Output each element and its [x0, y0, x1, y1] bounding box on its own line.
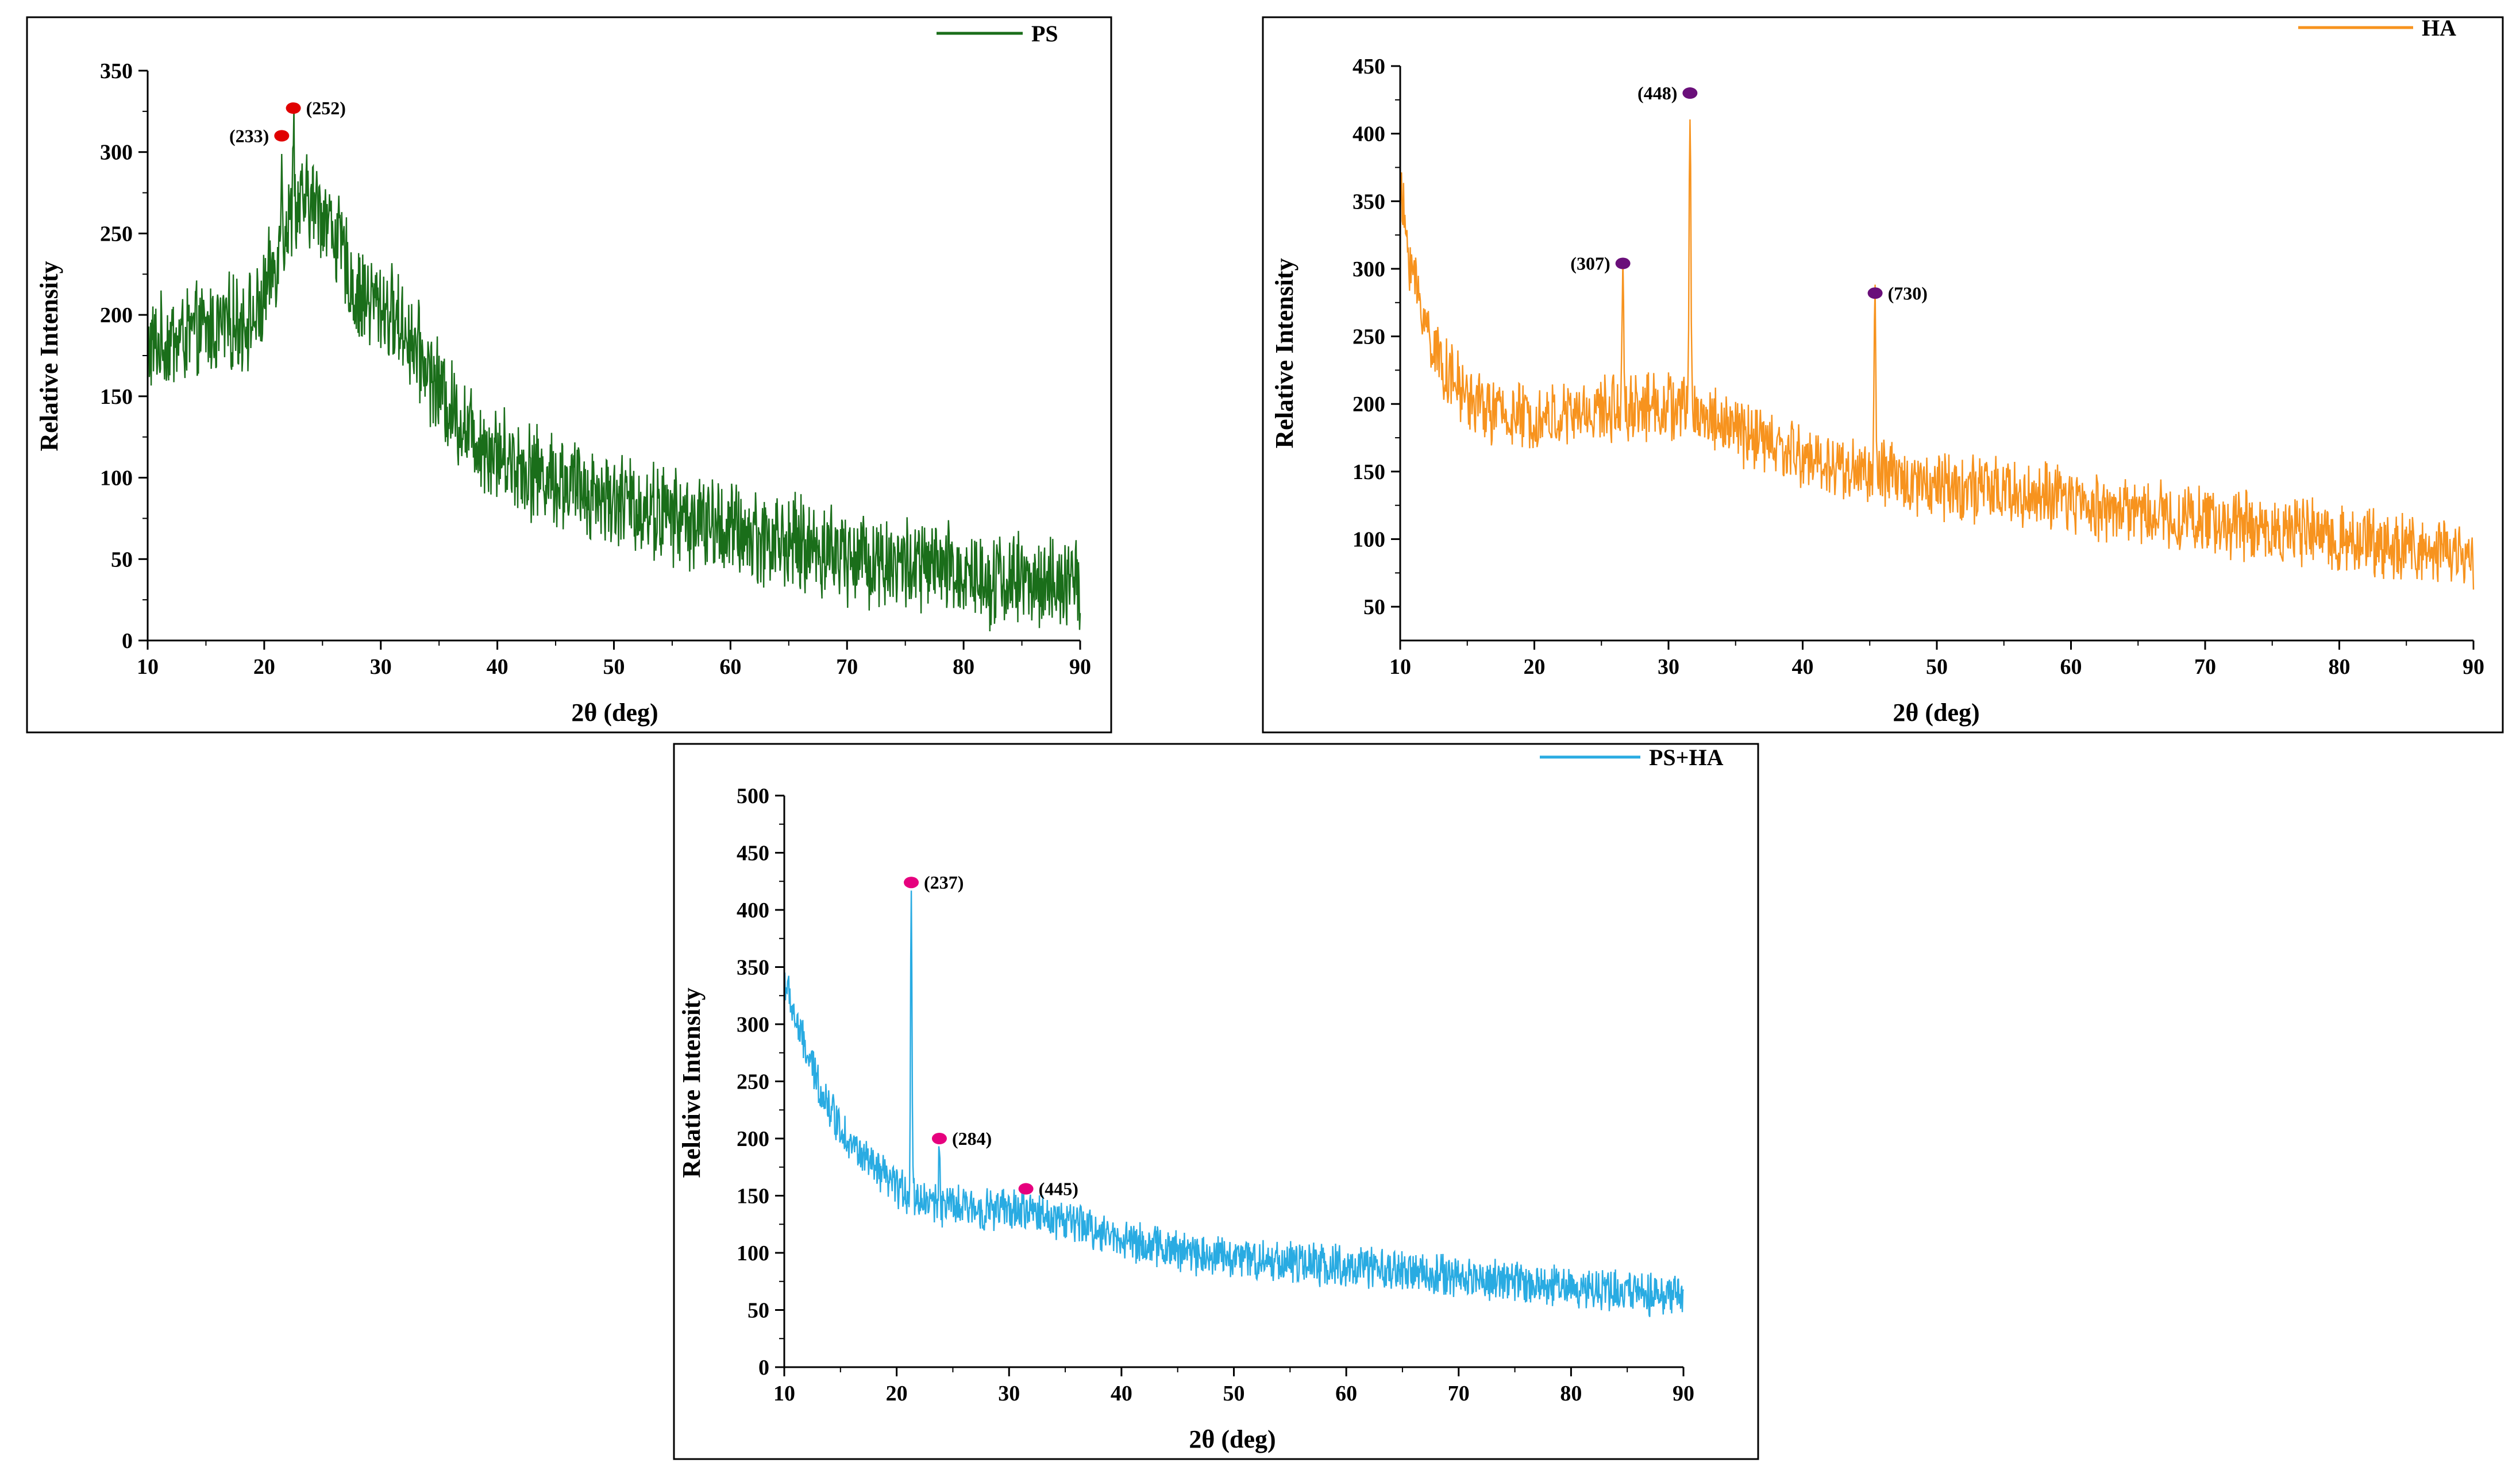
psha-y-tick-label: 350 — [737, 956, 769, 980]
ps-x-tick-label: 70 — [836, 655, 858, 679]
psha-panel-frame — [673, 743, 1759, 1460]
ps-peak-marker — [286, 102, 301, 114]
ha-y-tick-label: 400 — [1353, 122, 1385, 146]
ps-y-tick-label: 50 — [111, 547, 133, 572]
ha-x-tick-label: 50 — [1926, 655, 1948, 679]
ha-peak-label: (307) — [1570, 253, 1610, 274]
ps-series-line — [147, 105, 1081, 632]
ha-peak-label: (730) — [1888, 283, 1928, 303]
ha-peak-label: (448) — [1637, 83, 1677, 103]
psha-y-tick-label: 50 — [747, 1299, 769, 1323]
ha-x-tick-label: 80 — [2329, 655, 2351, 679]
psha-y-tick-label: 400 — [737, 898, 769, 923]
ps-peak-label: (233) — [229, 125, 269, 146]
ps-x-tick-label: 90 — [1069, 655, 1091, 679]
psha-peak-label: (237) — [924, 872, 964, 893]
psha-y-tick-label: 0 — [758, 1356, 769, 1380]
ha-peak-marker — [1615, 257, 1631, 269]
psha-y-tick-label: 500 — [737, 784, 769, 808]
ps-x-tick-label: 80 — [953, 655, 974, 679]
psha-y-axis-title: Relative Intensity — [677, 987, 706, 1178]
psha-chart-panel: PS+HA Relative Intensity 2θ (deg) 10 20 30… — [673, 743, 1759, 1460]
ps-chart-panel: PS Relative Intensity 2θ (deg) 10 20 30 40 5… — [26, 16, 1112, 734]
psha-x-tick-label: 20 — [886, 1382, 908, 1406]
ps-x-tick-label: 30 — [370, 655, 392, 679]
ha-legend-label: HA — [2422, 15, 2456, 41]
psha-legend-label: PS+HA — [1649, 744, 1724, 770]
ps-y-axis-title: Relative Intensity — [35, 261, 63, 451]
psha-peak-label: (445) — [1039, 1179, 1078, 1199]
ha-y-tick-label: 200 — [1353, 392, 1385, 416]
psha-peak-label: (284) — [952, 1128, 992, 1149]
ha-peak-markers: (448) (307) (730) — [1570, 83, 1928, 303]
ha-x-tick-label: 40 — [1792, 655, 1814, 679]
ps-x-tick-label: 10 — [137, 655, 159, 679]
psha-x-tick-label: 30 — [998, 1382, 1020, 1406]
psha-x-axis-title: 2θ (deg) — [1189, 1425, 1276, 1453]
ha-panel-frame — [1262, 16, 2504, 734]
psha-y-tick-label: 450 — [737, 842, 769, 866]
ps-legend-label: PS — [1031, 21, 1058, 47]
psha-x-tick-label: 90 — [1673, 1382, 1694, 1406]
psha-y-tick-label: 200 — [737, 1127, 769, 1151]
ps-peak-marker — [274, 130, 290, 142]
psha-x-tick-label: 40 — [1111, 1382, 1132, 1406]
psha-peak-marker — [931, 1133, 947, 1144]
ha-x-tick-label: 10 — [1389, 655, 1411, 679]
psha-x-tick-label: 10 — [773, 1382, 795, 1406]
psha-x-tick-label: 50 — [1223, 1382, 1245, 1406]
ha-peak-marker — [1867, 287, 1883, 299]
ps-y-tick-label: 350 — [100, 59, 133, 83]
ha-y-axis-title: Relative Intensity — [1270, 258, 1298, 448]
psha-peak-markers: (237) (284) (445) — [904, 872, 1078, 1199]
ps-y-tick-label: 300 — [100, 141, 133, 165]
psha-peak-marker — [904, 877, 919, 889]
psha-x-tick-label: 70 — [1448, 1382, 1470, 1406]
ha-x-tick-label: 60 — [2060, 655, 2082, 679]
ha-x-axis-title: 2θ (deg) — [1893, 699, 1979, 727]
psha-y-tick-label: 250 — [737, 1070, 769, 1094]
ps-panel-frame — [26, 16, 1112, 734]
ps-peak-markers: (233) (252) — [229, 98, 346, 146]
ha-y-tick-label: 50 — [1363, 595, 1385, 619]
ps-peak-label: (252) — [306, 98, 346, 118]
psha-x-tick-label: 80 — [1560, 1382, 1582, 1406]
ps-x-tick-label: 20 — [253, 655, 275, 679]
psha-y-tick-label: 100 — [737, 1241, 769, 1265]
ps-x-axis-title: 2θ (deg) — [571, 699, 658, 727]
psha-y-tick-label: 150 — [737, 1184, 769, 1209]
ps-y-tick-label: 250 — [100, 222, 133, 246]
ha-y-tick-label: 250 — [1353, 325, 1385, 349]
ps-y-tick-label: 200 — [100, 303, 133, 327]
ps-y-tick-label: 0 — [122, 629, 133, 653]
psha-y-tick-label: 300 — [737, 1013, 769, 1037]
ha-x-tick-label: 20 — [1524, 655, 1546, 679]
ha-x-tick-label: 30 — [1658, 655, 1679, 679]
ha-peak-marker — [1682, 87, 1698, 99]
ps-y-ticks: 0 50 100 150 200 250 300 350 — [100, 59, 148, 653]
ps-x-tick-label: 50 — [603, 655, 625, 679]
psha-y-ticks: 0 50 100 150 200 250 300 350 400 450 500 — [737, 784, 784, 1380]
ha-chart-panel: HA Relative Intensity 2θ (deg) 10 20 30 40 5… — [1262, 15, 2504, 734]
ha-x-tick-label: 90 — [2463, 655, 2484, 679]
ps-x-tick-label: 40 — [487, 655, 508, 679]
ha-y-tick-label: 150 — [1353, 460, 1385, 484]
ps-x-ticks: 10 20 30 40 50 60 70 80 90 — [137, 640, 1091, 679]
ps-x-tick-label: 60 — [719, 655, 741, 679]
ha-series-line — [1399, 119, 2475, 590]
ha-y-tick-label: 450 — [1353, 55, 1385, 79]
psha-x-tick-label: 60 — [1335, 1382, 1357, 1406]
ps-y-tick-label: 100 — [100, 466, 133, 491]
psha-series-line — [783, 890, 1685, 1317]
ps-y-tick-label: 150 — [100, 385, 133, 409]
ha-y-tick-label: 300 — [1353, 257, 1385, 281]
psha-peak-marker — [1018, 1183, 1034, 1195]
ha-y-tick-label: 350 — [1353, 190, 1385, 214]
ha-x-ticks: 10 20 30 40 50 60 70 80 90 — [1389, 640, 2484, 679]
ha-x-tick-label: 70 — [2194, 655, 2216, 679]
ha-y-ticks: 50 100 150 200 250 300 350 400 450 — [1353, 55, 1400, 619]
ha-y-tick-label: 100 — [1353, 528, 1385, 552]
